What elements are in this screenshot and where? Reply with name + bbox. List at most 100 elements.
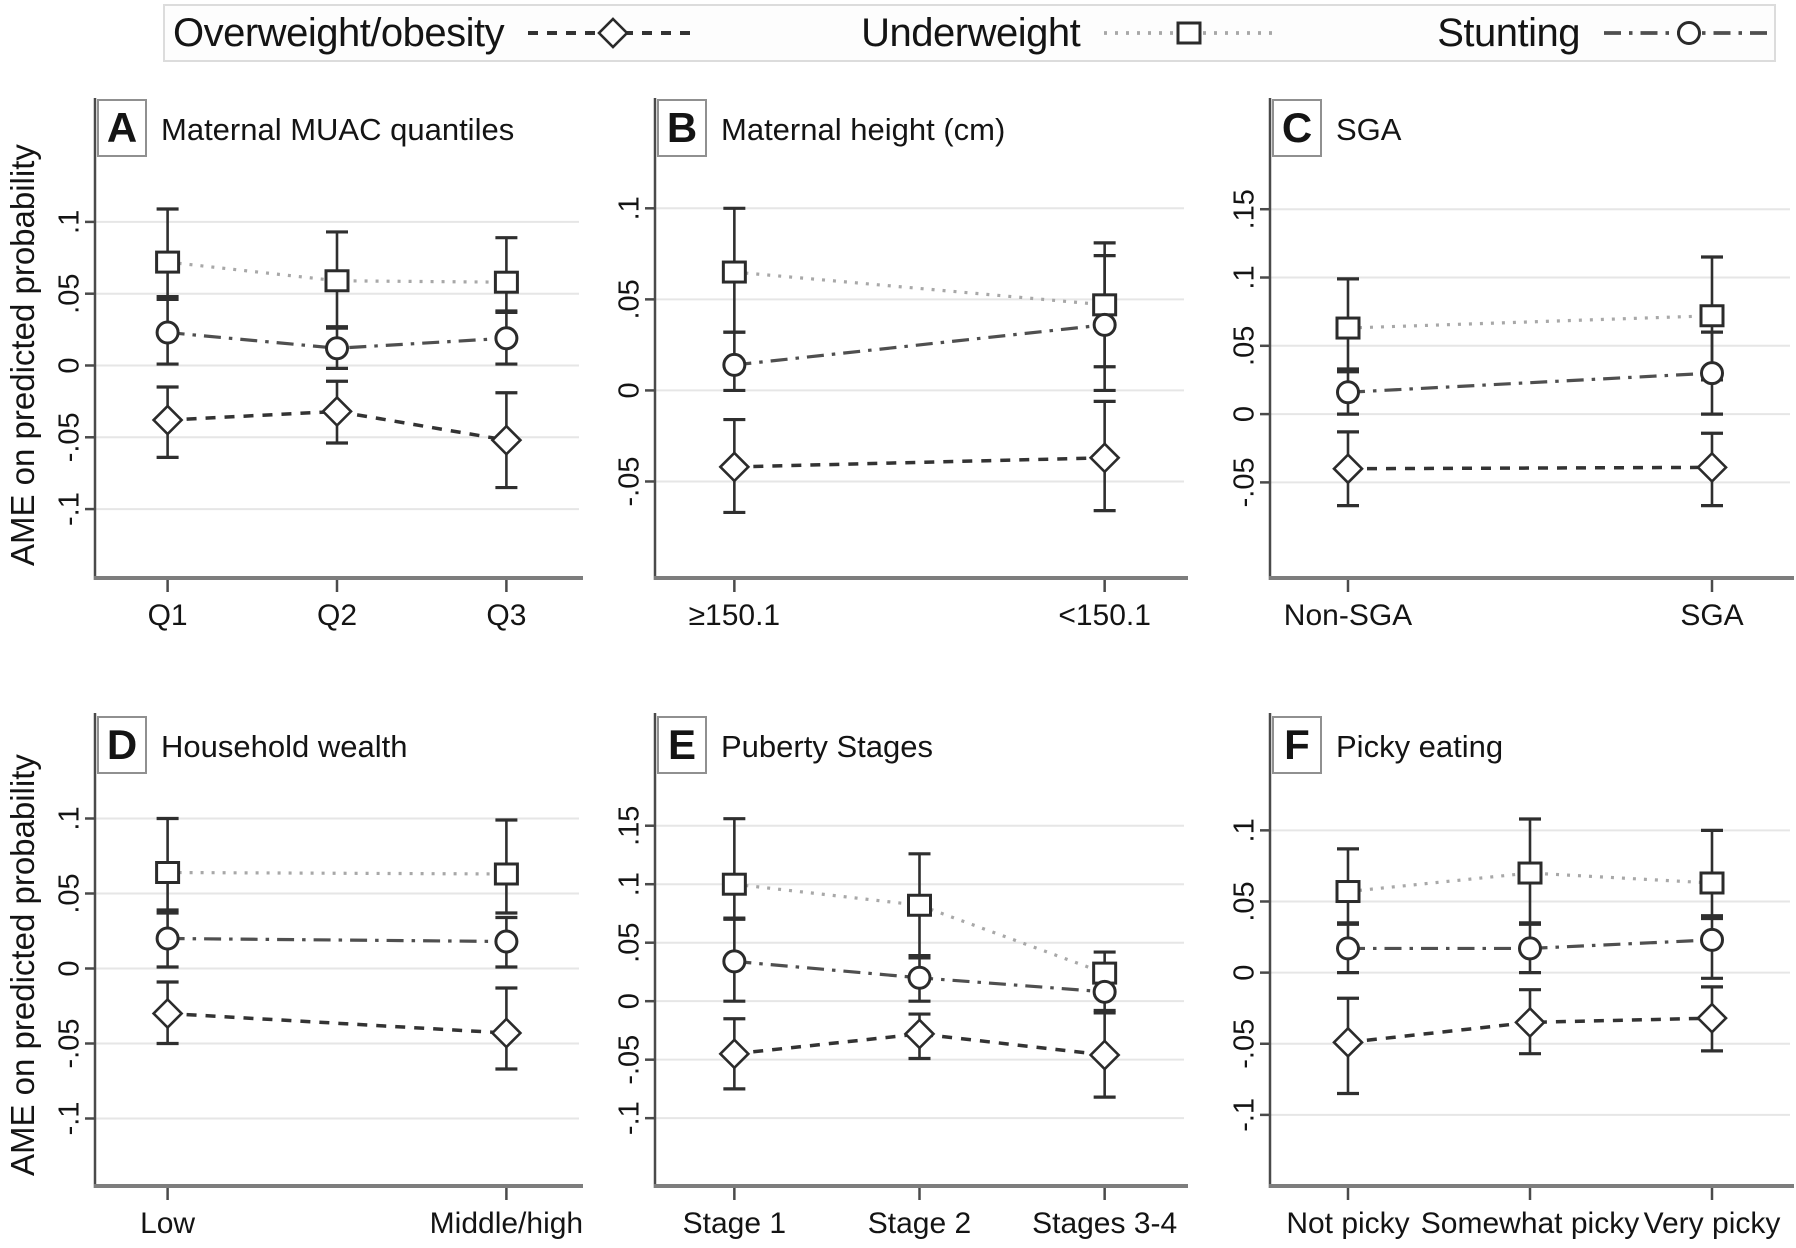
y-tick-label: -.1 xyxy=(54,1102,86,1136)
legend-label-overweight: Overweight/obesity xyxy=(173,10,505,55)
series-stunting-line xyxy=(167,936,507,944)
marker-underweight-square xyxy=(1335,316,1361,340)
x-tick-label: Stage 1 xyxy=(683,1207,786,1240)
marker-overweight-diamond xyxy=(1332,1026,1364,1059)
panel-a-title: A Maternal MUAC quantiles xyxy=(97,99,514,157)
marker-stunting-circle xyxy=(1518,936,1542,961)
marker-overweight-diamond xyxy=(903,1018,936,1050)
marker-overweight-diamond xyxy=(1696,451,1728,484)
y-tick-label: .05 xyxy=(54,873,86,913)
y-tick-label: .05 xyxy=(1229,881,1261,921)
y-tick-label: -.05 xyxy=(1229,457,1261,507)
panel-e-plot: .15 .1 .05 0 -.05 -.1 Stage 1 Stage 2 Stages 3-4 xyxy=(614,713,1188,1240)
y-tick-label: 0 xyxy=(1229,965,1261,981)
panel-f-title: F Picky eating xyxy=(1272,716,1503,774)
series-overweight-line xyxy=(1347,1016,1713,1045)
marker-underweight-square xyxy=(1699,304,1725,328)
series-overweight-line xyxy=(167,1011,507,1035)
y-tick-label: -.1 xyxy=(614,1101,646,1135)
y-tick-label: 0 xyxy=(614,382,646,398)
panel-e-title-text: Puberty Stages xyxy=(721,729,933,764)
marker-underweight-square xyxy=(1699,871,1725,895)
marker-stunting-circle xyxy=(1700,361,1724,386)
marker-overweight-diamond xyxy=(321,395,353,428)
y-tick-label: .05 xyxy=(614,279,646,319)
panel-f-plot: .1 .05 0 -.05 -.1 Not picky Somewhat picky Very… xyxy=(1229,713,1794,1240)
legend-marker-diamond xyxy=(597,17,629,49)
y-tick-label: .1 xyxy=(614,196,646,220)
marker-underweight-square xyxy=(493,862,519,886)
series-underweight-line xyxy=(734,270,1105,307)
marker-stunting-circle xyxy=(722,352,747,377)
series-underweight-line xyxy=(167,260,507,284)
panel-d-title-text: Household wealth xyxy=(161,729,408,764)
marker-overweight-diamond xyxy=(1696,1002,1728,1034)
panel-b-plot: .1 .05 0 -.05 ≥150.1 <150.1 xyxy=(614,98,1188,632)
x-tick-label: ≥150.1 xyxy=(689,599,781,632)
legend-item-stunting: Stunting xyxy=(1437,11,1774,56)
marker-stunting-circle xyxy=(1092,979,1117,1004)
y-tick-label: 0 xyxy=(614,993,646,1009)
x-tick-label: <150.1 xyxy=(1058,599,1151,632)
marker-underweight-square xyxy=(1517,861,1543,885)
marker-overweight-diamond xyxy=(1088,441,1121,474)
marker-underweight-square xyxy=(721,872,747,896)
marker-stunting-circle xyxy=(1336,380,1360,405)
legend-label-underweight: Underweight xyxy=(861,10,1081,55)
panel-b-maternal-height: .1 .05 0 -.05 ≥150.1 <150.1 B Maternal height… xyxy=(600,95,1190,640)
x-tick-label: SGA xyxy=(1680,599,1743,632)
marker-stunting-circle xyxy=(494,326,519,351)
panel-d-household-wealth: .1 .05 0 -.05 -.1 Low Middle/high D Household … xyxy=(40,712,585,1248)
y-tick-label: -.05 xyxy=(614,1035,646,1085)
marker-stunting-circle xyxy=(1092,312,1117,337)
panel-a-plot: .1 .05 0 -.05 -.1 Q1 Q2 Q3 xyxy=(54,98,583,632)
y-tick-label: .1 xyxy=(54,806,86,830)
x-tick-label: Low xyxy=(140,1207,195,1240)
series-stunting-line xyxy=(167,330,507,350)
y-tick-label: 0 xyxy=(54,357,86,373)
panel-c-title: C SGA xyxy=(1272,99,1401,157)
panel-e-letter-badge: E xyxy=(657,716,707,774)
marker-underweight-square xyxy=(155,861,181,884)
legend-sample-svg xyxy=(528,17,699,49)
y-tick-label: -.05 xyxy=(54,412,86,462)
x-tick-label: Somewhat picky xyxy=(1421,1207,1639,1240)
marker-underweight-square xyxy=(1335,880,1361,904)
panel-c-plot: .15 .1 .05 0 -.05 Non-SGA SGA xyxy=(1229,98,1794,632)
marker-stunting-circle xyxy=(325,336,349,361)
marker-overweight-diamond xyxy=(1514,1006,1546,1039)
y-tick-label: 0 xyxy=(54,960,86,976)
marker-overweight-diamond xyxy=(718,1037,751,1070)
panel-a-title-text: Maternal MUAC quantiles xyxy=(161,112,515,147)
marker-stunting-circle xyxy=(494,929,519,954)
x-tick-label: Stages 3-4 xyxy=(1032,1207,1177,1240)
x-tick-label: Stage 2 xyxy=(868,1207,971,1240)
underweight-dotted-square-icon xyxy=(1104,11,1275,55)
y-tick-label: 0 xyxy=(1229,406,1261,422)
marker-overweight-diamond xyxy=(490,424,523,456)
legend: Overweight/obesity Underweight Stunting xyxy=(163,4,1776,62)
panel-e-puberty-stages: .15 .1 .05 0 -.05 -.1 Stage 1 Stage 2 Stages 3-4… xyxy=(600,712,1190,1248)
y-tick-label: .05 xyxy=(54,274,86,314)
panel-d-plot: .1 .05 0 -.05 -.1 Low Middle/high xyxy=(54,713,583,1240)
legend-sample-svg xyxy=(1104,21,1275,45)
y-tick-label: -.05 xyxy=(54,1019,86,1069)
panel-a-maternal-muac: .1 .05 0 -.05 -.1 Q1 Q2 Q3 A Maternal MUAC quan… xyxy=(40,95,585,640)
legend-marker-square xyxy=(1176,21,1202,45)
marker-underweight-square xyxy=(1092,293,1118,317)
marker-stunting-circle xyxy=(155,926,180,951)
panel-b-title-text: Maternal height (cm) xyxy=(721,112,1006,147)
y-tick-label: .1 xyxy=(1229,818,1261,842)
y-tick-label: .1 xyxy=(1229,265,1261,289)
series-overweight-line xyxy=(734,456,1105,469)
x-tick-label: Q1 xyxy=(148,599,188,632)
panel-a-letter-badge: A xyxy=(97,99,147,157)
panel-d-title: D Household wealth xyxy=(97,716,407,774)
marker-stunting-circle xyxy=(1700,927,1724,952)
marker-underweight-square xyxy=(155,250,181,274)
y-tick-label: -.1 xyxy=(54,492,86,526)
legend-sample-svg xyxy=(1603,21,1774,45)
series-stunting-line xyxy=(1348,938,1713,951)
marker-stunting-circle xyxy=(722,949,747,974)
